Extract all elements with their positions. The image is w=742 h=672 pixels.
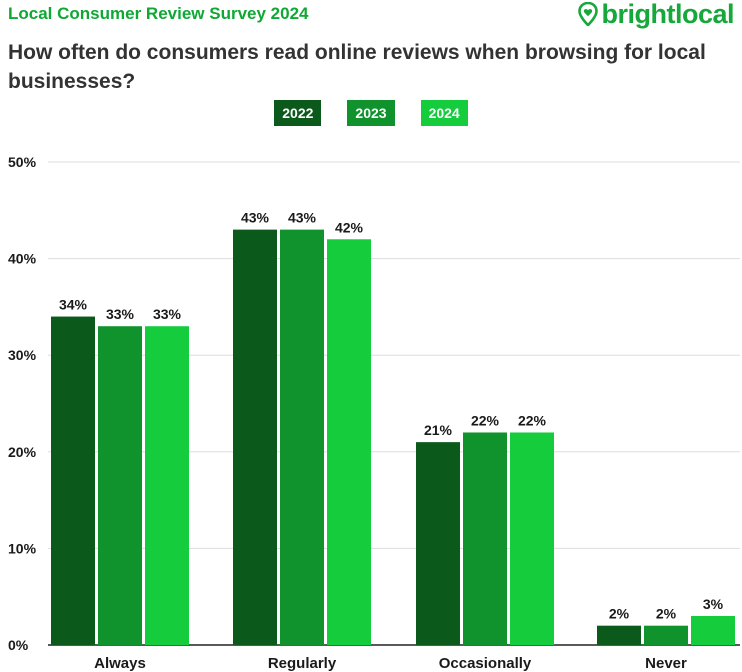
value-label-never-2024: 3% — [703, 596, 724, 612]
value-label-always-2022: 34% — [59, 297, 88, 313]
chart-question: How often do consumers read online revie… — [8, 41, 706, 93]
bar-occasionally-2022 — [416, 442, 460, 645]
bar-never-2022 — [597, 625, 641, 645]
bar-always-2024 — [145, 326, 189, 645]
location-pin-heart-icon — [578, 2, 599, 26]
value-label-never-2022: 2% — [609, 606, 630, 622]
category-label-always: Always — [94, 655, 146, 672]
bar-regularly-2023 — [280, 229, 324, 645]
bar-always-2023 — [98, 326, 142, 645]
value-label-always-2024: 33% — [153, 306, 182, 322]
brand-name: brightlocal — [601, 0, 734, 29]
bar-never-2023 — [644, 625, 688, 645]
y-tick-label-40: 40% — [8, 251, 37, 267]
bar-regularly-2024 — [327, 239, 371, 645]
category-label-never: Never — [645, 655, 687, 672]
brand-logo: brightlocal — [578, 0, 734, 29]
value-label-occasionally-2024: 22% — [518, 412, 547, 428]
y-tick-label-0: 0% — [8, 637, 29, 653]
value-label-never-2023: 2% — [656, 606, 677, 622]
bar-never-2024 — [691, 616, 735, 645]
value-label-regularly-2022: 43% — [241, 210, 270, 226]
legend-item-2023: 2023 — [347, 100, 395, 126]
value-label-occasionally-2023: 22% — [471, 412, 500, 428]
y-tick-label-30: 30% — [8, 347, 37, 363]
value-label-always-2023: 33% — [106, 306, 135, 322]
category-label-occasionally: Occasionally — [439, 655, 532, 672]
bar-regularly-2022 — [233, 229, 277, 645]
value-label-regularly-2023: 43% — [288, 210, 317, 226]
y-tick-label-10: 10% — [8, 540, 37, 556]
legend-item-2022: 2022 — [274, 100, 322, 126]
y-tick-label-50: 50% — [8, 154, 37, 170]
survey-title: Local Consumer Review Survey 2024 — [8, 4, 309, 23]
category-label-regularly: Regularly — [268, 655, 337, 672]
value-label-occasionally-2022: 21% — [424, 422, 453, 438]
bar-occasionally-2024 — [510, 432, 554, 645]
legend-item-2024: 2024 — [420, 100, 468, 126]
value-label-regularly-2024: 42% — [335, 219, 364, 235]
bar-always-2022 — [51, 316, 95, 645]
bar-occasionally-2023 — [463, 432, 507, 645]
chart-legend: 2022 2023 2024 — [0, 100, 742, 126]
y-tick-label-20: 20% — [8, 444, 37, 460]
